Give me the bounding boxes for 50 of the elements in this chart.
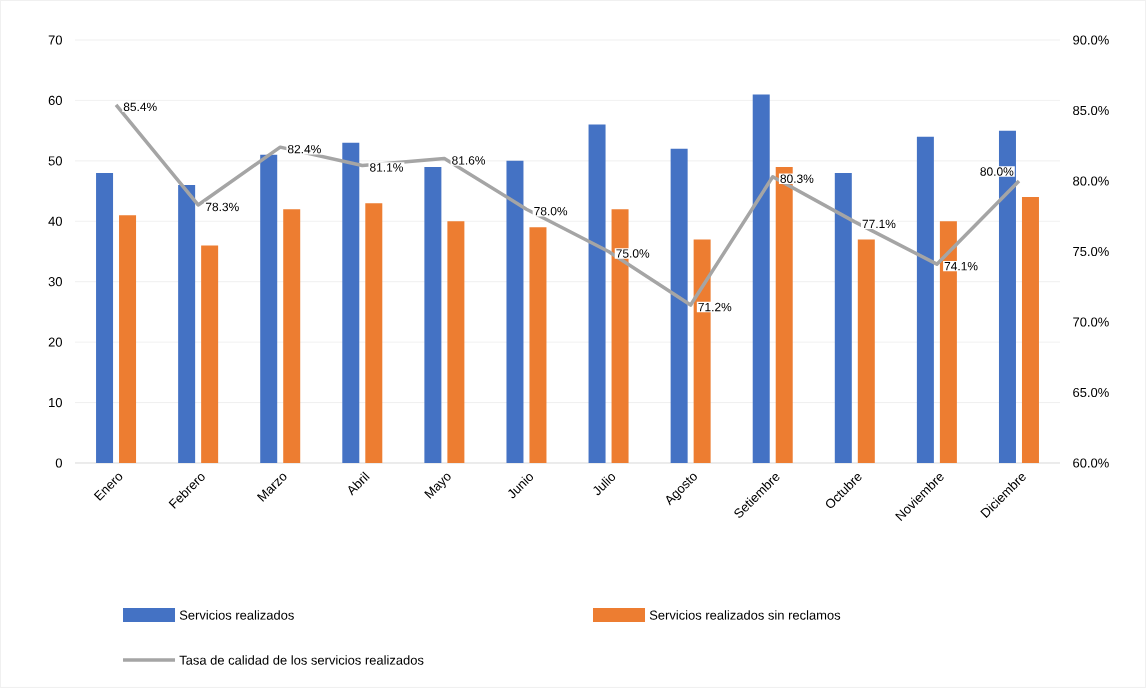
data-label: 81.6% <box>452 156 486 165</box>
legend-label: Servicios realizados sin reclamos <box>649 610 841 620</box>
y2-tick-label: 70.0% <box>1073 317 1109 327</box>
data-label: 85.4% <box>123 102 157 112</box>
bar <box>365 203 383 463</box>
data-label: 77.1% <box>862 219 896 229</box>
bar <box>752 94 770 463</box>
bar <box>342 142 360 463</box>
bar <box>178 185 196 463</box>
data-label: 74.1% <box>944 261 978 271</box>
y-tick-label: 30 <box>48 277 62 287</box>
bar <box>529 227 547 463</box>
data-label: 82.4% <box>287 144 321 154</box>
data-label: 81.1% <box>370 163 403 172</box>
bar <box>1021 197 1039 463</box>
data-label: 75.0% <box>616 249 650 258</box>
y2-tick-label: 65.0% <box>1073 387 1109 398</box>
y-tick-label: 0 <box>55 458 62 468</box>
data-label: 78.3% <box>205 202 239 212</box>
bar <box>506 160 524 463</box>
y-tick-label: 70 <box>48 35 62 45</box>
bar <box>283 209 301 463</box>
bar <box>96 172 114 463</box>
y2-tick-label: 60.0% <box>1073 458 1109 468</box>
bar <box>201 245 219 463</box>
legend-label: Tasa de calidad de los servicios realizados <box>179 655 424 665</box>
bar <box>424 166 442 463</box>
y-tick-label: 20 <box>48 337 62 347</box>
data-label: 80.0% <box>980 167 1014 176</box>
y2-tick-label: 85.0% <box>1073 105 1109 116</box>
y2-tick-label: 75.0% <box>1073 246 1109 257</box>
bar <box>119 215 137 463</box>
bar <box>834 172 852 463</box>
data-label: 78.0% <box>534 206 568 216</box>
y2-tick-label: 80.0% <box>1073 176 1109 186</box>
bar <box>916 136 934 463</box>
bar <box>857 239 875 463</box>
data-label: 71.2% <box>698 302 732 312</box>
bar <box>670 148 688 463</box>
y-tick-label: 40 <box>48 216 62 226</box>
y2-tick-label: 90.0% <box>1073 35 1109 45</box>
bar <box>447 221 465 463</box>
y-tick-label: 50 <box>48 156 62 166</box>
legend-label: Servicios realizados <box>179 610 294 620</box>
bar <box>260 154 278 463</box>
x-tick-label: Julio <box>593 474 616 496</box>
data-label: 80.3% <box>780 174 814 183</box>
bar <box>588 124 606 463</box>
y-tick-label: 60 <box>48 95 62 105</box>
y-tick-label: 10 <box>49 397 62 408</box>
